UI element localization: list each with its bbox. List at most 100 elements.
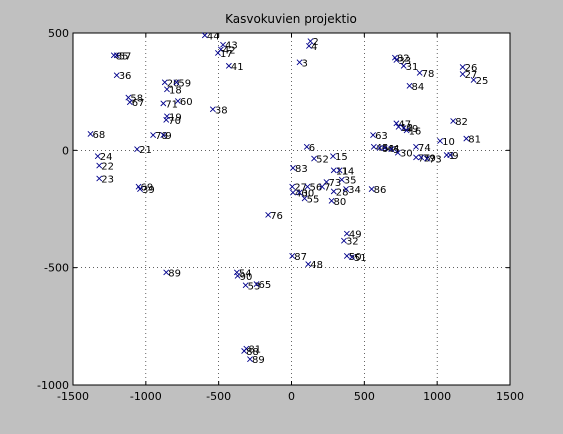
point-label: 44 [387,144,400,155]
point-marker [241,348,248,354]
data-point: 60 [174,97,193,108]
point-marker [388,146,395,153]
data-point: 70 [163,116,181,127]
point-marker [311,155,317,162]
point-label: 22 [101,162,114,173]
point-label: 24 [100,152,113,163]
data-point: 31 [400,62,418,73]
point-label: 3 [302,58,308,69]
point-label: 89 [168,268,181,279]
point-label: 58 [130,94,143,105]
data-point: 84 [406,82,424,93]
point-label: 89 [252,355,265,366]
point-marker [164,113,170,120]
point-label: 39 [142,185,155,196]
point-label: 57 [119,51,132,62]
point-marker [113,52,120,59]
point-marker [220,41,226,48]
point-marker [265,211,272,218]
point-marker [303,143,310,150]
data-point: 4 [306,42,317,53]
y-tick-label: 0 [62,144,69,157]
data-point: 20 [161,78,180,89]
point-label: 60 [180,97,193,108]
data-point: 49 [343,230,362,241]
point-marker [368,186,375,192]
data-point: 78 [416,69,434,80]
data-point: 2 [307,37,319,48]
point-marker [341,237,347,244]
point-label: 74 [418,143,431,154]
point-label: 17 [220,49,233,60]
point-label: 48 [310,260,323,271]
data-point: 44 [381,144,400,155]
data-point: 51 [349,253,367,264]
data-point: 43 [220,41,238,52]
data-point: 35 [338,176,356,187]
point-marker [330,188,337,195]
point-label: 11 [336,166,349,177]
point-label: 10 [442,137,455,148]
data-point: 41 [225,62,244,73]
point-marker [174,98,181,104]
point-marker [225,62,232,69]
point-marker [413,143,419,150]
point-marker [459,64,466,70]
data-point: 73 [424,155,442,166]
point-marker [137,186,143,192]
data-point: 48 [305,260,323,271]
data-point: 75 [413,153,431,164]
data-point: 56 [304,183,322,194]
data-point: 55 [301,194,319,205]
data-point: 26 [459,63,477,74]
data-point: 9 [160,131,172,142]
point-marker [459,71,466,77]
data-point: 45 [370,143,389,154]
data-point: 22 [96,162,114,173]
data-point: 89 [163,268,181,279]
point-label: 86 [374,185,387,196]
point-marker [319,183,326,190]
data-point: 87 [289,252,307,263]
data-point: 5 [388,145,400,156]
point-marker [406,82,413,89]
data-point: 82 [450,117,468,128]
point-label: 68 [92,130,105,141]
data-point: 10 [437,137,455,148]
point-marker [306,42,312,49]
point-marker [289,253,296,259]
point-label: 76 [270,211,283,222]
point-marker [242,282,249,289]
data-point: 63 [370,131,388,142]
point-label: 79 [423,153,436,164]
data-point: 32 [341,237,359,248]
point-marker [96,175,103,182]
point-label: 59 [178,78,191,89]
data-point: 24 [94,152,113,163]
point-label: 6 [309,143,315,154]
point-label: 5 [393,145,399,156]
data-point: 81 [463,135,481,146]
point-marker [290,189,296,196]
point-marker [305,261,312,268]
data-point: 15 [330,152,348,163]
point-label: 73 [328,178,341,189]
point-marker [403,127,410,134]
point-label: 18 [169,85,182,96]
point-marker [370,132,376,138]
point-marker [330,153,336,160]
data-point: 64 [376,144,394,155]
point-marker [209,106,216,113]
data-point: 33 [393,56,411,67]
point-label: 49 [406,124,419,135]
data-point: 9 [447,151,459,162]
point-label: 27 [465,70,478,81]
grid [73,33,510,385]
point-label: 15 [335,152,348,163]
point-marker [323,179,330,185]
point-label: 67 [132,98,145,109]
data-point: 27 [459,70,478,81]
point-marker [301,195,308,202]
data-point: 86 [368,185,387,196]
